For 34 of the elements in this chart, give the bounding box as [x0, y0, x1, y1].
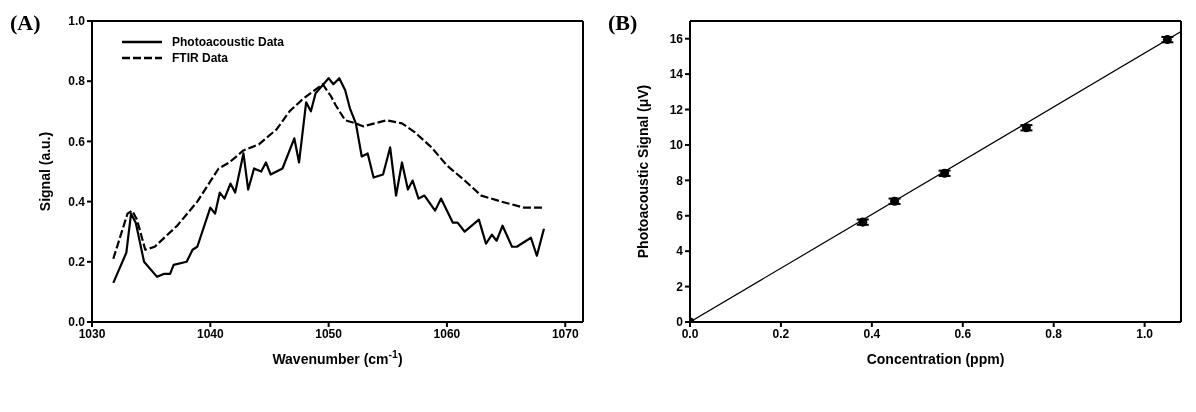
x-tick-label: 1.0: [1136, 326, 1154, 341]
x-tick-label: 0.4: [863, 326, 881, 341]
text: (A): [10, 10, 41, 36]
y-tick-label: 10: [669, 138, 684, 153]
x-tick-label: 1050: [315, 326, 343, 341]
x-tick-label: 0.8: [1045, 326, 1063, 341]
y-tick-label: 0: [676, 315, 684, 330]
y-tick-label: 0.4: [68, 194, 86, 209]
x-axis-title: Concentration (ppm): [866, 351, 1005, 367]
x-axis-title: Wavenumber (cm$^{-1}$): [272, 348, 403, 367]
y-tick-label: 4: [676, 244, 684, 259]
y-axis-title: Signal (a.u.): [37, 131, 53, 212]
y-tick-label: 6: [676, 209, 684, 224]
y-tick-label: 16: [669, 31, 684, 46]
x-tick-label: 1060: [433, 326, 461, 341]
text: (B): [608, 10, 638, 36]
legend-label: Photoacoustic Data: [172, 35, 285, 49]
x-tick-label: 0.6: [954, 326, 972, 341]
y-tick-label: 8: [676, 173, 684, 188]
y-tick-label: 0.8: [68, 74, 86, 89]
x-tick-label: 1040: [196, 326, 224, 341]
x-tick-label: 0.2: [772, 326, 790, 341]
y-tick-label: 0.6: [68, 134, 86, 149]
point: [1162, 35, 1172, 45]
legend-label: FTIR Data: [172, 51, 229, 65]
y-axis-title: Photoacoustic Signal (μV): [635, 84, 651, 259]
point: [940, 168, 950, 178]
y-tick-label: 14: [669, 67, 684, 82]
y-tick-label: 12: [669, 102, 684, 117]
y-tick-label: 0.2: [68, 255, 86, 270]
x-tick-label: 1070: [551, 326, 579, 341]
y-tick-label: 2: [676, 279, 684, 294]
y-tick-label: 1.0: [68, 14, 86, 29]
point: [858, 217, 868, 227]
